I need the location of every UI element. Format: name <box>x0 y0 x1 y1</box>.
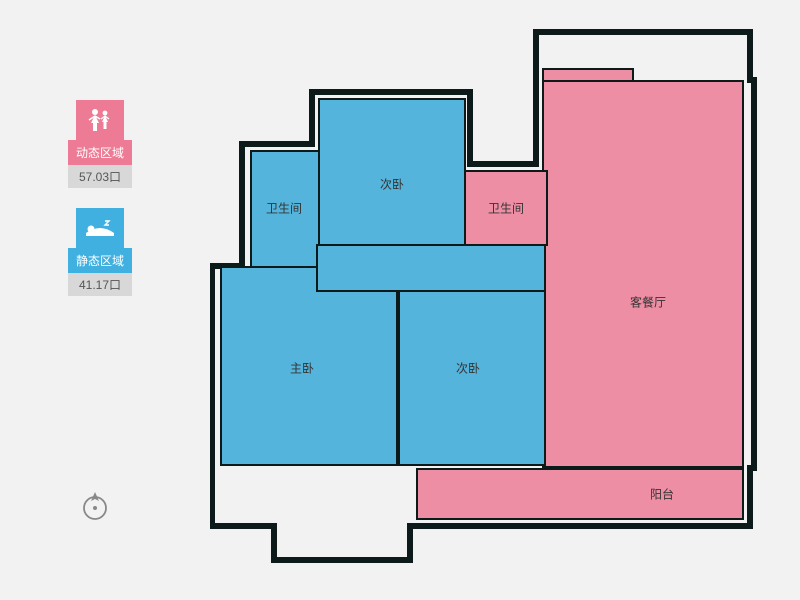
room-living <box>542 80 744 468</box>
floor-plan: 厨房客餐厅卫生间阳台次卧卫生间主卧次卧 <box>210 20 770 580</box>
room-label-bath2: 卫生间 <box>488 200 524 217</box>
room-label-bed2a: 次卧 <box>380 176 404 193</box>
room-bed2b <box>398 288 546 466</box>
room-hall <box>316 244 546 292</box>
legend-panel: 动态区域 57.03口 静态区域 41.17口 <box>60 100 140 316</box>
people-icon <box>76 100 124 140</box>
room-label-master: 主卧 <box>290 360 314 377</box>
room-label-bed2b: 次卧 <box>456 360 480 377</box>
legend-dynamic: 动态区域 57.03口 <box>60 100 140 188</box>
room-bed2a <box>318 98 466 246</box>
room-balcony <box>416 468 744 520</box>
compass-icon <box>78 488 112 527</box>
legend-dynamic-value: 57.03口 <box>68 165 132 188</box>
legend-static-value: 41.17口 <box>68 273 132 296</box>
legend-static-label: 静态区域 <box>68 248 132 273</box>
legend-static: 静态区域 41.17口 <box>60 208 140 296</box>
room-label-bath1: 卫生间 <box>266 200 302 217</box>
room-label-balcony: 阳台 <box>650 486 674 503</box>
legend-dynamic-label: 动态区域 <box>68 140 132 165</box>
sleep-icon <box>76 208 124 248</box>
room-label-living: 客餐厅 <box>630 294 666 311</box>
